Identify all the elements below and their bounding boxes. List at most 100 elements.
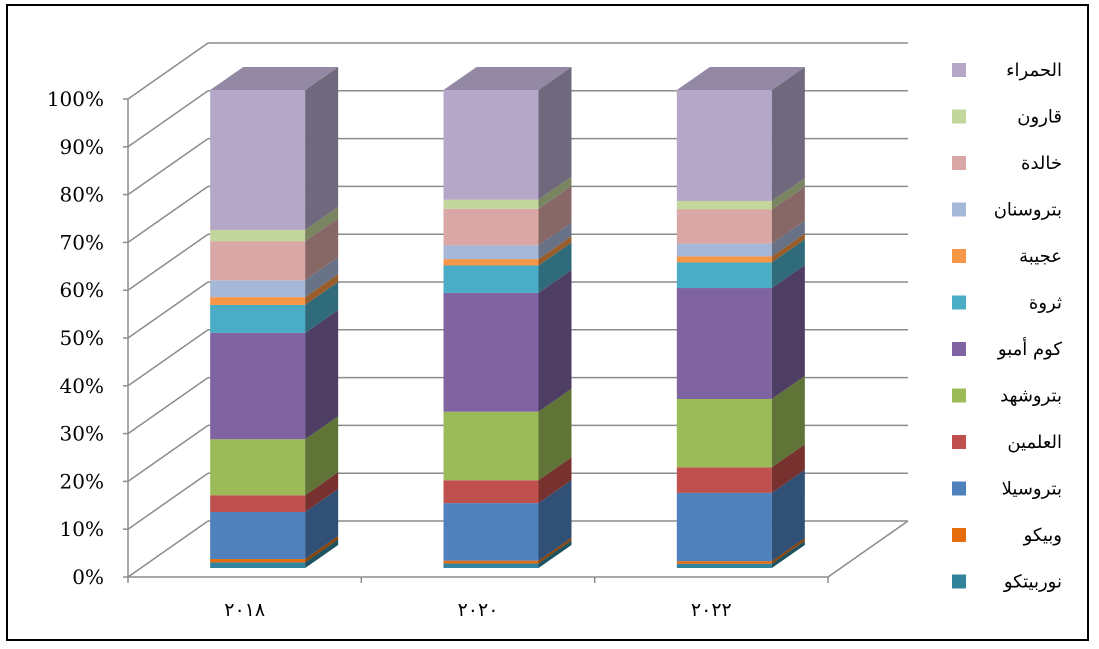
bar-segment	[676, 200, 772, 210]
x-tick-label: ٢٠١٨	[224, 599, 265, 621]
bar-segment	[443, 292, 539, 412]
legend-label: بتروسنان	[994, 200, 1062, 221]
gridline-side	[127, 185, 209, 244]
legend-label: كوم أمبو	[997, 337, 1063, 360]
legend-swatch	[952, 574, 966, 589]
legend-swatch	[952, 481, 966, 496]
bar-segment-side	[771, 540, 805, 568]
legend-label: نوربيتكو	[1003, 572, 1062, 593]
bar-segment	[210, 90, 306, 230]
bar-segment	[676, 243, 772, 257]
bar-segment	[443, 411, 539, 481]
legend-swatch	[952, 202, 966, 217]
bar-segment-side	[305, 489, 339, 560]
legend-swatch	[952, 388, 966, 403]
bar-segment	[443, 503, 539, 561]
bar-segment-side	[771, 239, 805, 289]
bar-segment	[676, 398, 772, 468]
bar-segment	[210, 559, 306, 563]
bar-segment-side	[771, 444, 805, 493]
bar-segment	[676, 256, 772, 263]
bar-top-face	[210, 67, 339, 90]
bar-top-face	[443, 67, 572, 90]
bar-segment	[443, 480, 539, 504]
bar-segment	[210, 562, 306, 568]
legend-swatch	[952, 435, 966, 449]
bar-segment	[676, 262, 772, 289]
gridline-side	[127, 137, 209, 196]
legend-label: العلمين	[1007, 432, 1062, 453]
bar-segment	[443, 90, 539, 200]
legend-swatch	[952, 63, 966, 77]
legend-swatch	[952, 295, 966, 310]
y-tick-label: 90%	[60, 135, 104, 159]
bar-segment-side	[305, 218, 339, 281]
bar-segment	[443, 560, 539, 564]
bar-segment-side	[771, 265, 805, 399]
y-tick-label: 50%	[60, 326, 104, 350]
bar-top-face	[676, 67, 805, 90]
bar-segment	[676, 90, 772, 201]
bar-segment-side	[538, 457, 572, 504]
bar-segment	[443, 208, 539, 246]
bar-segment-side	[771, 469, 805, 562]
bar-segment	[210, 304, 306, 333]
bar-segment-side	[538, 242, 572, 293]
bar-segment	[676, 209, 772, 244]
gridline-side	[127, 281, 209, 339]
bar-segment-side	[305, 257, 339, 298]
bar-segment	[210, 297, 306, 305]
bar-segment-side	[305, 274, 339, 305]
bar-segment-side	[771, 233, 805, 263]
bar-segment-side	[538, 537, 572, 564]
bar-segment	[676, 492, 772, 562]
bar-segment-side	[771, 177, 805, 210]
bar-segment-side	[771, 220, 805, 257]
x-tick-label: ٢٠٢٢	[691, 599, 732, 621]
bar-segment	[676, 563, 772, 568]
bar-segment	[210, 332, 306, 440]
bar-segment-side	[538, 269, 572, 412]
legend-swatch	[952, 342, 966, 356]
legend-swatch	[952, 109, 966, 124]
y-tick-label: 10%	[60, 517, 104, 541]
bar-segment-side	[305, 309, 339, 440]
bar-segment-side	[305, 416, 339, 496]
bar-segment	[210, 229, 306, 242]
gridline-side	[127, 376, 209, 435]
bar-segment	[210, 241, 306, 281]
bar-segment-side	[771, 375, 805, 468]
legend-swatch	[952, 528, 966, 542]
bar-segment	[676, 561, 772, 564]
bar-segment	[443, 563, 539, 568]
y-tick-label: 100%	[47, 87, 104, 111]
bar-segment	[443, 259, 539, 266]
legend-label: وبيكو	[1023, 525, 1062, 546]
gridline-side	[127, 329, 209, 387]
bar-segment-side	[538, 540, 572, 568]
bar-segment	[676, 288, 772, 399]
bar-segment	[676, 467, 772, 493]
y-tick-label: 80%	[60, 183, 104, 207]
x-tick-label: ٢٠٢٠	[458, 599, 499, 621]
y-tick-label: 20%	[60, 469, 104, 493]
bar-segment-side	[538, 67, 572, 200]
y-tick-label: 70%	[60, 230, 104, 254]
gridline-side	[127, 520, 209, 578]
legend-label: بتروشهد	[1000, 386, 1062, 407]
bar-segment	[443, 245, 539, 260]
bar-segment	[443, 265, 539, 293]
bar-segment	[443, 199, 539, 209]
bar-segment	[210, 439, 306, 496]
legend-label: ثروة	[1029, 293, 1062, 314]
legend-label: بتروسيلا	[1002, 479, 1062, 500]
bar-segment-side	[538, 222, 572, 260]
bar-segment-side	[538, 185, 572, 246]
y-tick-label: 30%	[60, 422, 104, 446]
bar-segment-side	[771, 67, 805, 201]
legend-label: قارون	[1017, 107, 1062, 128]
gridline-side	[127, 472, 209, 530]
legend-label: خالدة	[1021, 153, 1062, 174]
bar-segment	[210, 512, 306, 560]
